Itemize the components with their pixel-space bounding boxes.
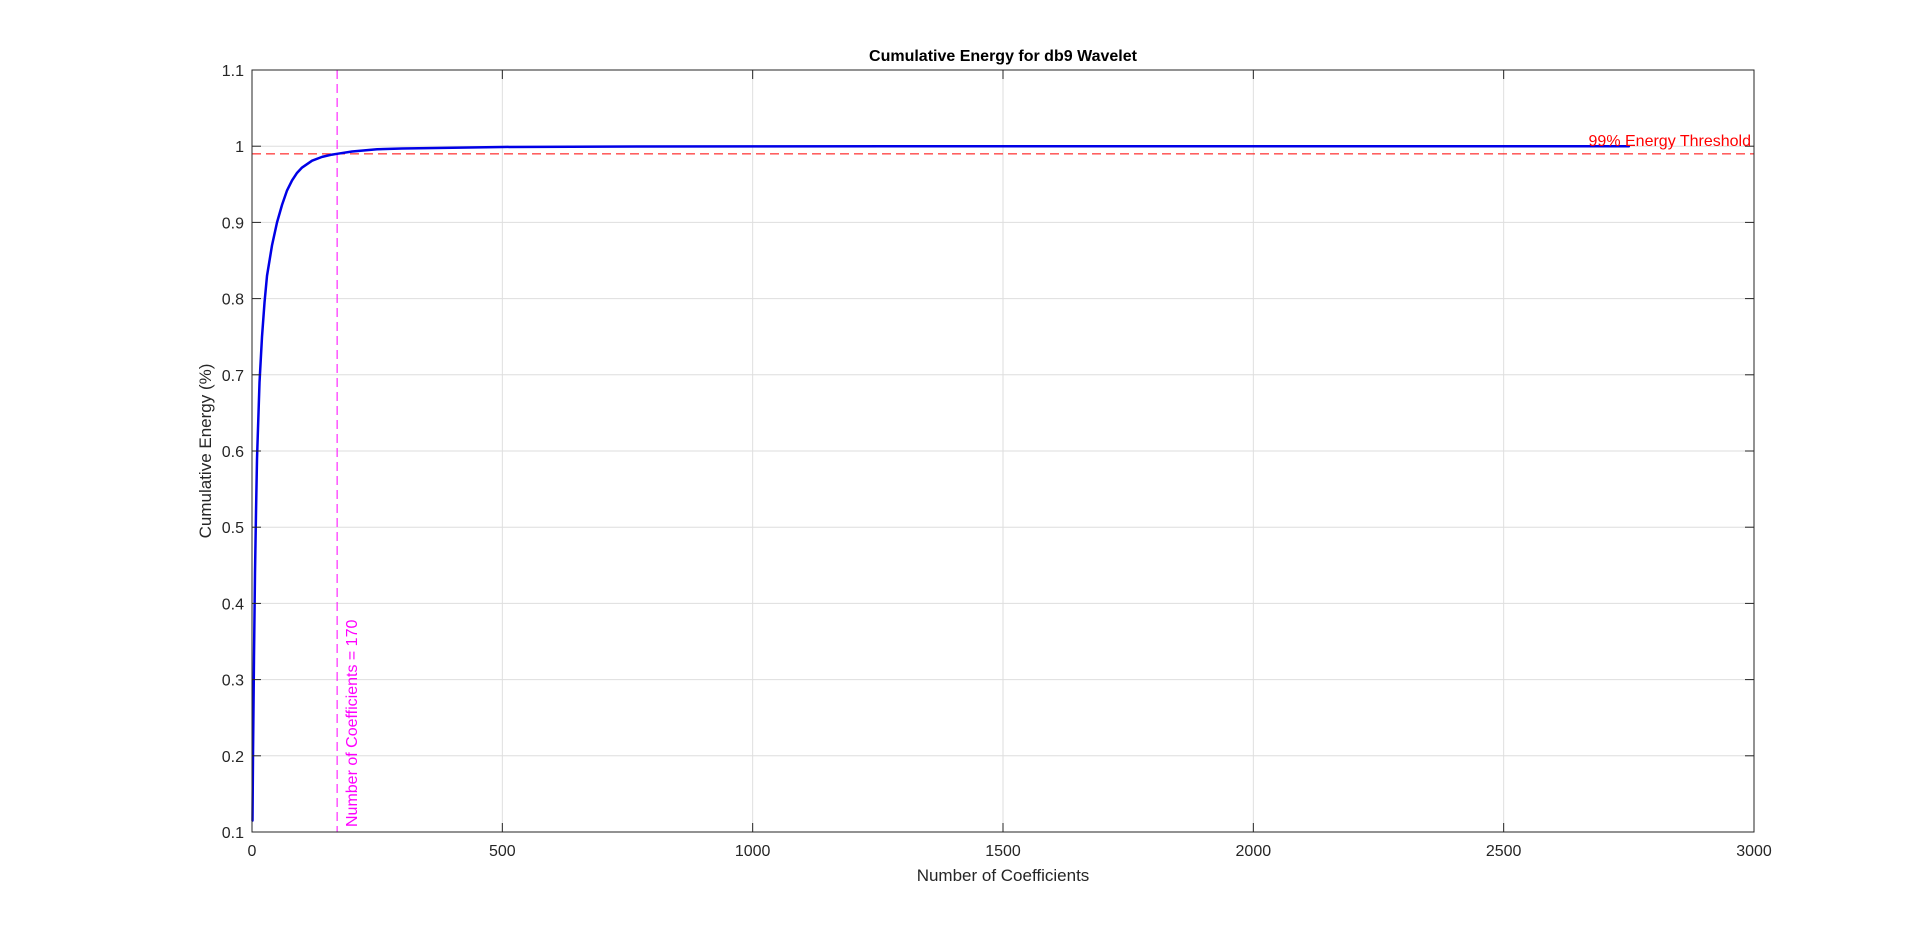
x-axis-label: Number of Coefficients	[917, 866, 1090, 885]
x-tick-label: 500	[489, 843, 516, 860]
y-tick-label: 0.4	[222, 596, 244, 613]
y-tick-label: 0.3	[222, 673, 244, 690]
y-tick-label: 1.1	[222, 63, 244, 80]
series-layer	[251, 144, 1631, 822]
y-tick-label: 0.9	[222, 215, 244, 232]
tick-labels: 0 500 1000 1500 2000 2500 3000 0.1 0.2 0.3 0.4 0.5 0…	[222, 63, 1772, 860]
marker-line-label: Number of Coefficients = 170	[344, 620, 361, 827]
x-tick-label: 3000	[1736, 843, 1772, 860]
y-tick-label: 0.5	[222, 520, 244, 537]
threshold-label: 99% Energy Threshold	[1589, 133, 1751, 150]
x-tick-label: 1500	[985, 843, 1021, 860]
tick-marks	[251, 69, 1755, 833]
y-tick-label: 0.7	[222, 368, 244, 385]
reference-lines	[252, 70, 1754, 832]
x-tick-label: 2500	[1486, 843, 1522, 860]
x-tick-label: 0	[248, 843, 257, 860]
x-tick-label: 2000	[1236, 843, 1272, 860]
cumulative-energy-line	[251, 144, 1631, 822]
y-axis-label: Cumulative Energy (%)	[196, 364, 215, 539]
chart-title: Cumulative Energy for db9 Wavelet	[869, 48, 1138, 65]
y-tick-label: 0.8	[222, 292, 244, 309]
x-tick-label: 1000	[735, 843, 771, 860]
y-tick-label: 0.6	[222, 444, 244, 461]
y-tick-label: 1	[235, 139, 244, 156]
y-tick-label: 0.1	[222, 825, 244, 842]
y-tick-label: 0.2	[222, 749, 244, 766]
